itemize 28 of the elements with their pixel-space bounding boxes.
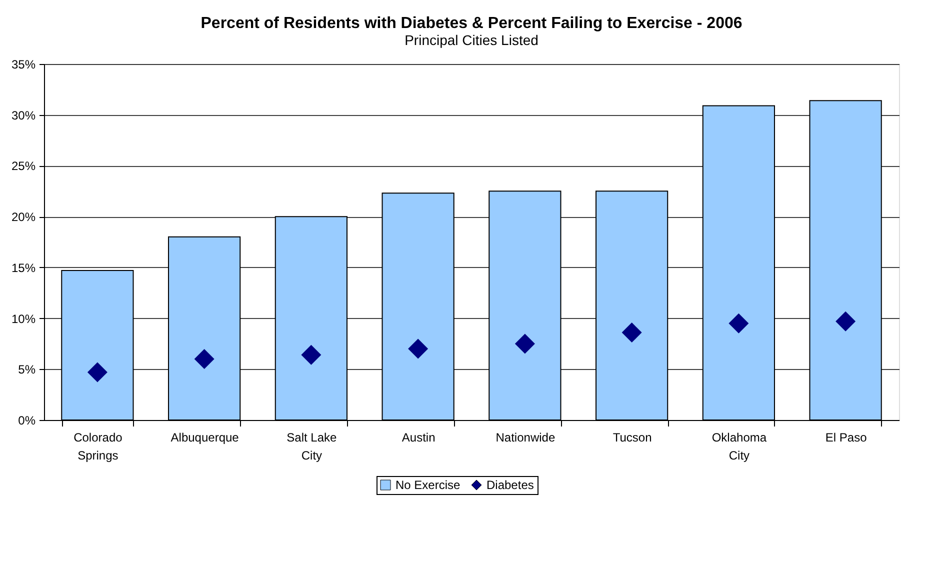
x-tick-label: Nationwide bbox=[496, 430, 556, 444]
legend-label: No Exercise bbox=[396, 478, 461, 492]
y-tick-label: 25% bbox=[11, 159, 36, 174]
x-tick-label: Austin bbox=[402, 430, 436, 444]
y-tick-label: 0% bbox=[18, 414, 36, 428]
point bbox=[301, 344, 322, 365]
point bbox=[194, 348, 214, 369]
x-tick-label: El Paso bbox=[825, 430, 868, 444]
point bbox=[87, 362, 108, 382]
y-tick-label: 30% bbox=[11, 108, 36, 122]
chart-subtitle: Principal Cities Listed bbox=[404, 32, 538, 48]
x-tick-label: Albuquerque bbox=[170, 430, 240, 444]
point bbox=[622, 322, 642, 343]
point bbox=[408, 338, 428, 359]
y-tick-label: 20% bbox=[11, 210, 36, 224]
point bbox=[728, 313, 749, 334]
y-tick-label: 15% bbox=[11, 260, 36, 275]
x-tick-label: Salt Lake City bbox=[286, 430, 338, 462]
legend-label: Diabetes bbox=[486, 478, 534, 492]
y-tick-label: 35% bbox=[11, 58, 36, 72]
y-tick-label: 5% bbox=[18, 362, 36, 377]
chart-title: Percent of Residents with Diabetes & Percent Failing to Exercise - 2006 bbox=[200, 15, 742, 32]
x-tick-label: Oklahoma City bbox=[712, 430, 767, 462]
y-tick-label: 10% bbox=[11, 312, 36, 326]
point bbox=[514, 334, 535, 354]
x-tick-label: Tucson bbox=[612, 430, 652, 444]
point bbox=[836, 311, 856, 332]
x-tick-label: Colorado Springs bbox=[74, 430, 123, 462]
